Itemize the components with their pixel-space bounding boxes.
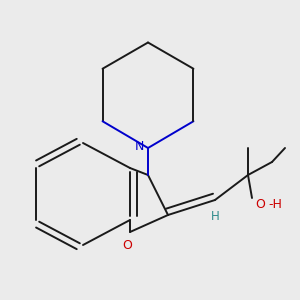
Text: O: O <box>255 197 265 211</box>
Text: O: O <box>122 239 132 252</box>
Text: H: H <box>211 210 219 223</box>
Text: -H: -H <box>268 197 282 211</box>
Text: N: N <box>134 140 144 153</box>
